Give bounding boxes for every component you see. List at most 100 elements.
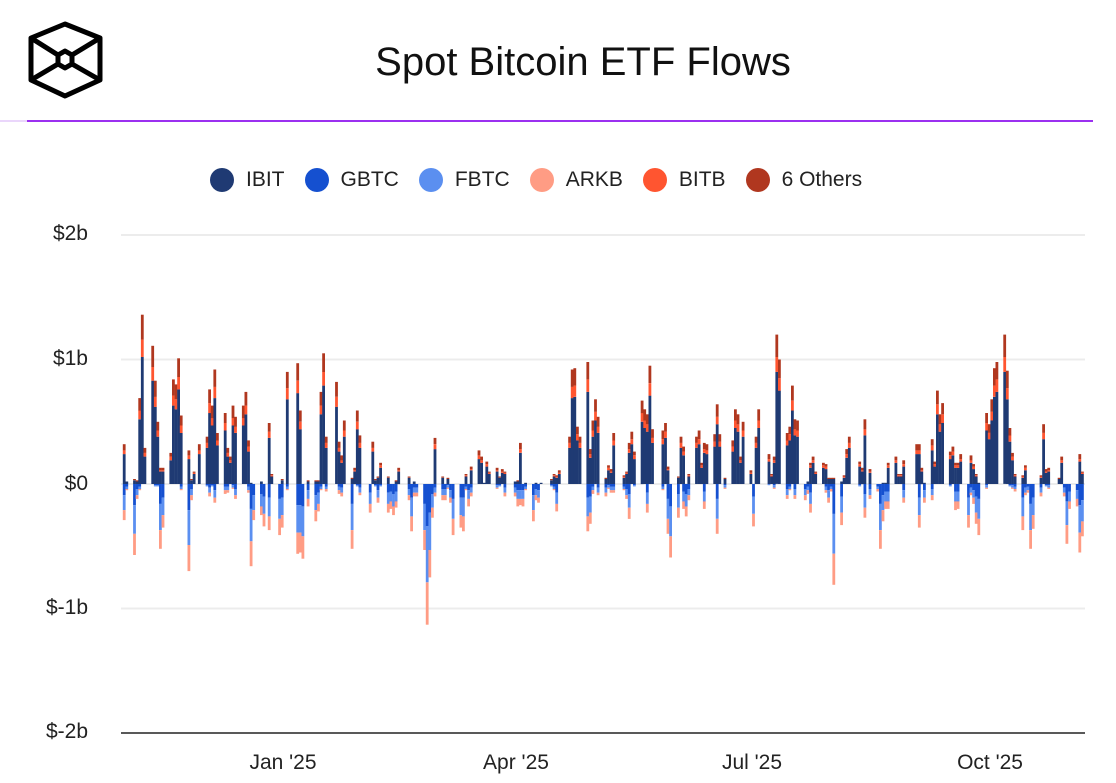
bar-segment-bitb[interactable] [645,424,649,432]
bar-segment-ibit[interactable] [775,371,779,484]
bar-segment-fbtc[interactable] [213,490,217,498]
bar-segment-ibit[interactable] [394,481,398,485]
bar-segment-bitb[interactable] [754,442,758,448]
bar-segment-gbtc[interactable] [285,484,289,487]
bar-segment-6-others[interactable] [229,456,232,461]
bar-segment-arkb[interactable] [917,515,921,528]
bar-segment-gbtc[interactable] [462,484,465,498]
bar-segment-ibit[interactable] [519,452,522,484]
bar-segment-arkb[interactable] [977,518,981,536]
bar-segment-6-others[interactable] [718,434,722,442]
bar-segment-fbtc[interactable] [1078,505,1082,533]
bar-segment-arkb[interactable] [840,512,843,526]
legend-item-others[interactable]: 6 Others [745,168,862,192]
bar-segment-arkb[interactable] [974,512,978,524]
bar-segment-bitb[interactable] [355,421,359,430]
bar-segment-6-others[interactable] [863,419,867,430]
bar-segment-gbtc[interactable] [469,484,473,488]
bar-segment-gbtc[interactable] [876,484,880,487]
bar-segment-bitb[interactable] [734,420,737,429]
bar-segment-bitb[interactable] [791,400,794,411]
bar-segment-fbtc[interactable] [1013,486,1017,490]
bar-segment-arkb[interactable] [609,490,613,493]
bar-segment-bitb[interactable] [555,476,559,478]
bar-segment-gbtc[interactable] [296,484,300,506]
legend-item-gbtc[interactable]: GBTC [304,168,399,192]
bar-segment-bitb[interactable] [917,450,921,455]
bar-segment-ibit[interactable] [956,467,960,484]
bar-segment-6-others[interactable] [244,391,248,406]
bar-segment-fbtc[interactable] [298,505,302,533]
bar-segment-6-others[interactable] [697,430,701,440]
bar-segment-ibit[interactable] [153,406,157,484]
bar-segment-6-others[interactable] [604,477,608,479]
bar-segment-gbtc[interactable] [179,484,183,487]
bar-segment-fbtc[interactable] [247,486,250,491]
bar-segment-arkb[interactable] [412,492,416,497]
bar-segment-fbtc[interactable] [588,496,592,513]
bar-segment-gbtc[interactable] [431,484,434,494]
bar-segment-gbtc[interactable] [609,484,613,487]
bar-segment-fbtc[interactable] [684,494,688,507]
bar-segment-bitb[interactable] [340,460,344,463]
bar-segment-arkb[interactable] [503,492,507,497]
bar-segment-ibit[interactable] [306,481,310,485]
bar-segment-6-others[interactable] [899,474,903,476]
bar-segment-bitb[interactable] [959,459,963,462]
bar-segment-gbtc[interactable] [513,484,517,488]
bar-segment-6-others[interactable] [306,480,310,482]
bar-segment-arkb[interactable] [449,497,452,503]
bar-segment-6-others[interactable] [337,441,341,448]
bar-segment-fbtc[interactable] [314,495,318,511]
bar-segment-ibit[interactable] [267,437,271,484]
bar-segment-ibit[interactable] [791,410,794,485]
bar-segment-6-others[interactable] [772,456,776,461]
bar-segment-gbtc[interactable] [252,484,256,496]
bar-segment-ibit[interactable] [661,444,665,484]
bar-segment-gbtc[interactable] [550,484,553,486]
bar-segment-bitb[interactable] [1044,471,1048,473]
bar-segment-6-others[interactable] [723,477,727,479]
bar-segment-6-others[interactable] [902,460,906,464]
bar-segment-bitb[interactable] [267,431,271,438]
bar-segment-ibit[interactable] [503,474,507,484]
bar-segment-ibit[interactable] [591,436,595,484]
bar-segment-bitb[interactable] [319,405,323,415]
bar-segment-6-others[interactable] [133,479,136,481]
bar-segment-ibit[interactable] [715,424,719,484]
bar-segment-6-others[interactable] [972,464,975,467]
bar-segment-6-others[interactable] [827,477,830,479]
bar-segment-6-others[interactable] [664,423,667,432]
bar-segment-bitb[interactable] [643,420,647,429]
bar-segment-bitb[interactable] [576,434,579,441]
bar-segment-gbtc[interactable] [449,484,452,491]
bar-segment-ibit[interactable] [513,481,517,485]
bar-segment-arkb[interactable] [521,498,525,507]
bar-segment-arkb[interactable] [723,487,727,489]
bar-segment-ibit[interactable] [133,480,136,484]
bar-segment-fbtc[interactable] [159,503,162,530]
bar-segment-arkb[interactable] [249,541,253,567]
bar-segment-6-others[interactable] [487,471,491,473]
bar-segment-ibit[interactable] [899,476,903,485]
bar-segment-ibit[interactable] [249,482,253,484]
bar-segment-fbtc[interactable] [537,490,540,498]
bar-segment-bitb[interactable] [718,441,722,447]
bar-segment-6-others[interactable] [775,334,779,357]
bar-segment-6-others[interactable] [594,399,597,412]
bar-segment-gbtc[interactable] [948,484,952,486]
bar-segment-gbtc[interactable] [752,484,755,497]
bar-segment-fbtc[interactable] [682,491,685,502]
bar-segment-ibit[interactable] [1057,479,1061,484]
bar-segment-gbtc[interactable] [669,484,672,507]
bar-segment-ibit[interactable] [192,474,196,484]
bar-segment-arkb[interactable] [1081,521,1084,537]
bar-segment-ibit[interactable] [734,428,737,484]
bar-segment-fbtc[interactable] [350,503,354,530]
bar-segment-ibit[interactable] [824,469,828,484]
bar-segment-gbtc[interactable] [785,484,789,489]
bar-segment-ibit[interactable] [324,447,328,484]
bar-segment-ibit[interactable] [441,477,445,484]
bar-segment-bitb[interactable] [187,455,191,460]
legend-item-fbtc[interactable]: FBTC [418,168,510,192]
